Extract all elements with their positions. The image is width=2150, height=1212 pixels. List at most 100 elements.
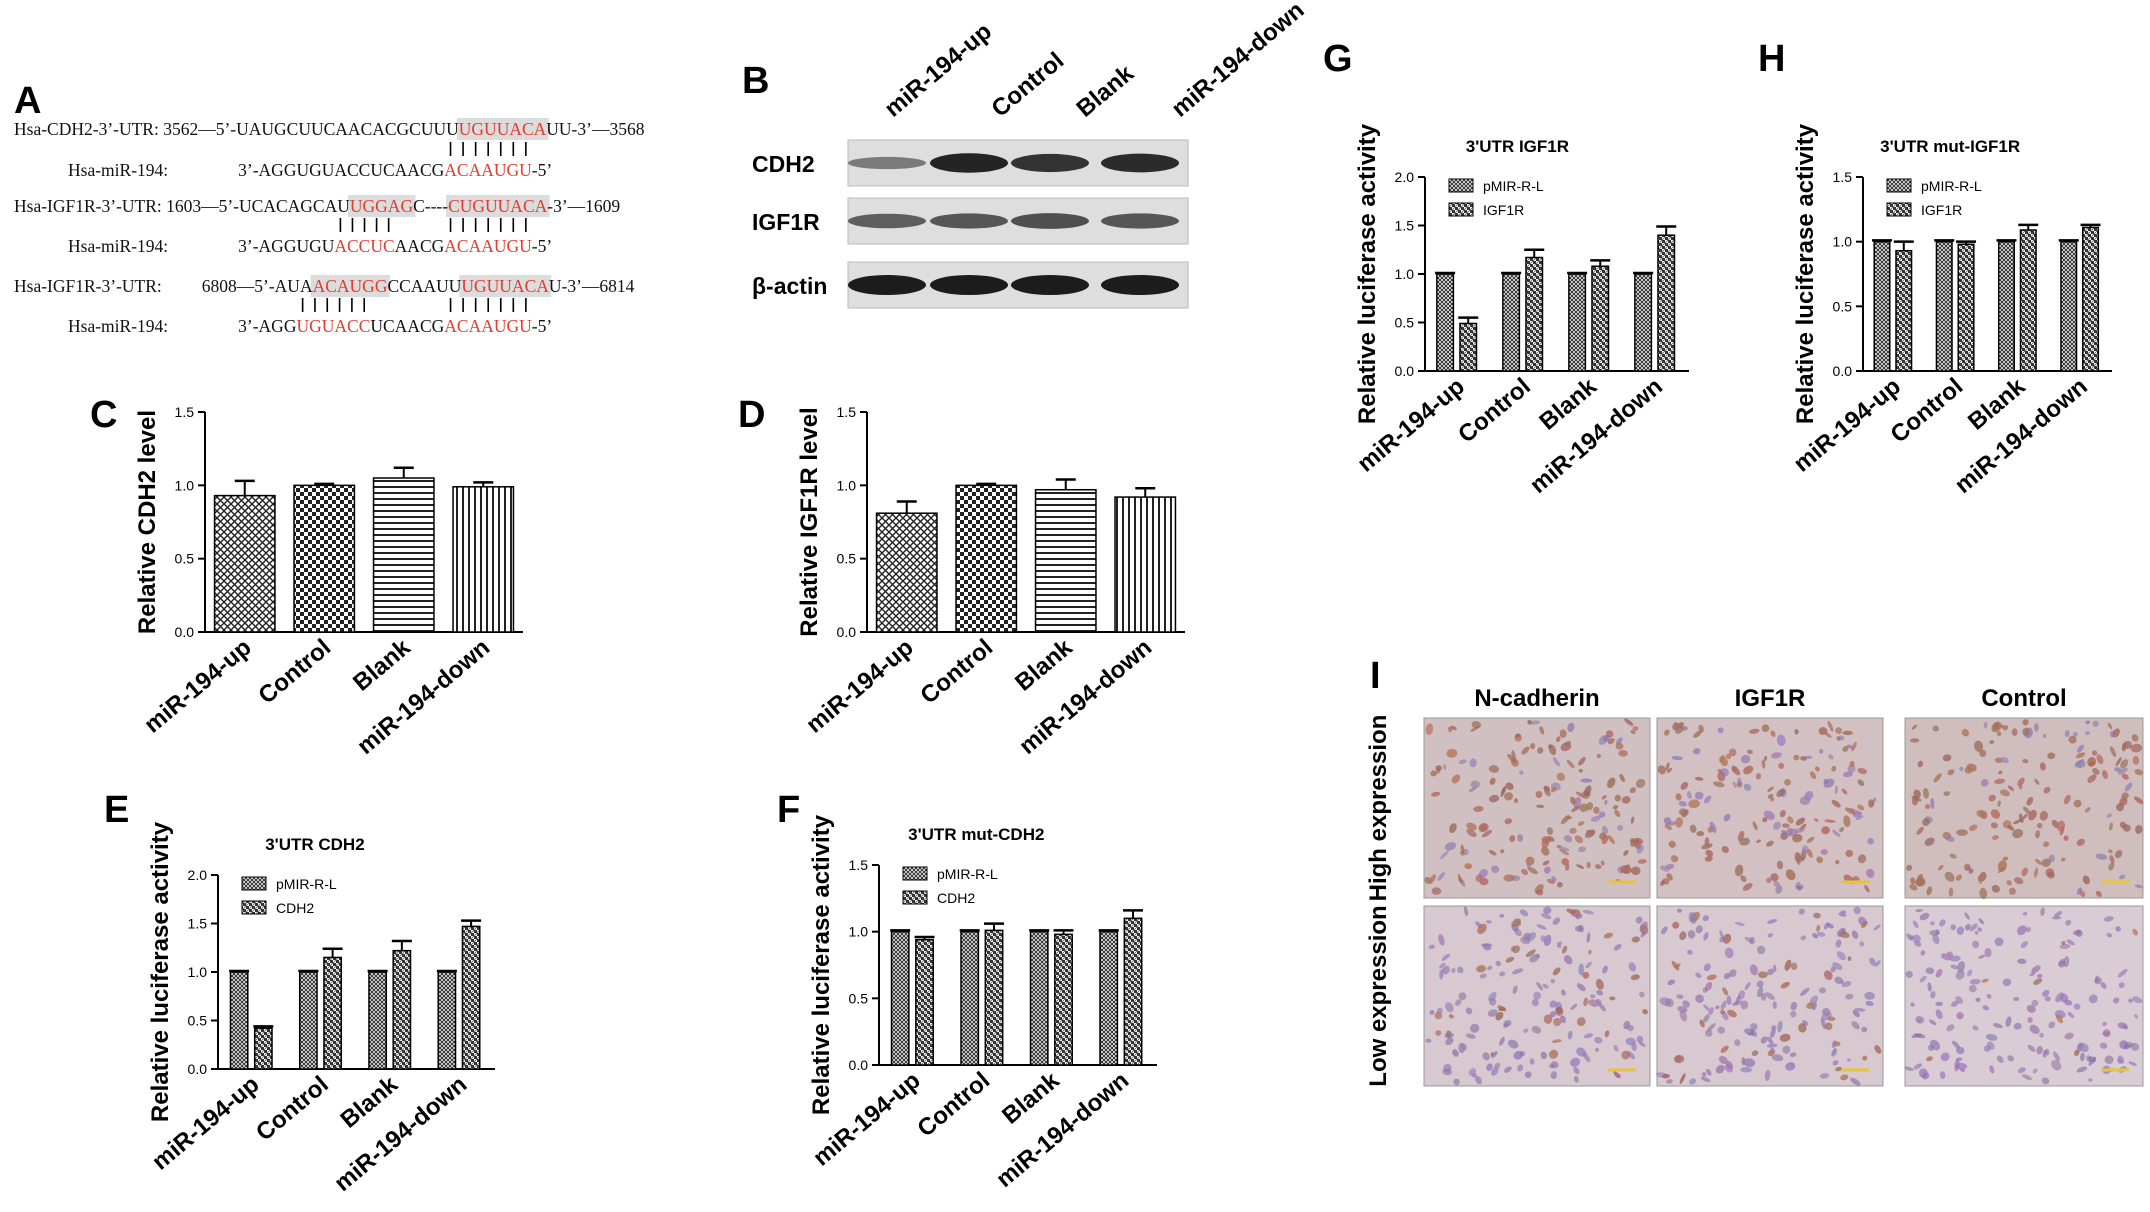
ihc-cell <box>1734 921 1745 926</box>
ihc-cell <box>2122 1024 2129 1030</box>
ihc-cell <box>1910 877 1916 885</box>
ihc-cell <box>1461 1043 1468 1051</box>
ihc-cell <box>1986 993 1992 999</box>
ihc-cell <box>1956 829 1968 836</box>
ihc-cell <box>1977 875 1982 884</box>
ihc-cell <box>1550 1061 1559 1069</box>
ihc-cell <box>1796 853 1802 865</box>
ihc-cell <box>1824 1022 1833 1031</box>
ihc-cell <box>1935 1001 1943 1007</box>
highlight-box <box>456 118 549 140</box>
ihc-cell <box>2115 926 2121 932</box>
ihc-cell <box>1485 920 1492 924</box>
ihc-cell <box>1771 1054 1784 1062</box>
ihc-column-label: Control <box>1981 685 2066 712</box>
bar-series-1 <box>368 971 388 1070</box>
ihc-cell <box>1504 818 1513 825</box>
panel-label-c: C <box>90 394 117 436</box>
ihc-cell <box>2064 730 2070 738</box>
ihc-cell <box>1553 1017 1562 1027</box>
ihc-cell <box>1563 835 1573 843</box>
ihc-cell <box>1864 991 1875 1000</box>
ihc-cell <box>1695 972 1702 979</box>
highlight-box <box>310 275 390 297</box>
sequence-segment: UU-3’—3568 <box>546 119 644 139</box>
ihc-cell <box>2048 1021 2056 1029</box>
bar-series-2 <box>461 925 481 1070</box>
ihc-cell <box>2026 796 2034 806</box>
ihc-cell <box>2134 1013 2139 1019</box>
ihc-cell <box>2029 972 2036 977</box>
ihc-cell <box>1675 722 1684 729</box>
ihc-cell <box>1555 1006 1564 1016</box>
ihc-cell <box>1744 837 1749 844</box>
ihc-cell <box>1700 1076 1711 1082</box>
ihc-cell <box>2067 1012 2075 1018</box>
ihc-cell <box>2118 982 2125 989</box>
ihc-cell <box>1766 840 1774 847</box>
ihc-cell <box>1975 997 1981 1003</box>
ihc-cell <box>1431 791 1441 797</box>
ihc-cell <box>1701 843 1713 850</box>
ihc-cell <box>1725 753 1732 760</box>
ihc-cell <box>1979 887 1988 900</box>
y-tick-label: 0.0 <box>175 624 195 640</box>
ihc-cell <box>1940 953 1952 961</box>
category-label: miR-194-down <box>352 634 495 760</box>
ihc-cell <box>1583 785 1592 797</box>
ihc-cell <box>1766 1043 1778 1048</box>
ihc-cell <box>1749 964 1758 976</box>
sequence-segment: CCAAUU <box>387 276 461 296</box>
ihc-cell <box>2073 1049 2080 1057</box>
bar-series-2 <box>1459 322 1478 372</box>
ihc-cell <box>1740 1067 1753 1073</box>
ihc-cell <box>1851 741 1857 752</box>
ihc-cell <box>1946 836 1955 842</box>
bar-series-1 <box>298 971 318 1070</box>
ihc-cell <box>2041 1077 2050 1085</box>
ihc-cell <box>1465 1007 1473 1015</box>
ihc-cell <box>1517 1064 1524 1072</box>
ihc-cell <box>1950 924 1957 931</box>
ihc-cell <box>1977 927 1982 932</box>
ihc-cell <box>1541 846 1550 856</box>
ihc-cell <box>1441 965 1450 975</box>
sequence-segment: AACG <box>395 236 445 256</box>
ihc-cell <box>1487 1009 1498 1017</box>
ihc-cell <box>1955 970 1965 980</box>
highlight-box <box>459 275 552 297</box>
y-tick-label: 1.0 <box>175 477 195 493</box>
ihc-cell <box>1540 935 1546 942</box>
ihc-cell <box>1488 992 1497 1002</box>
ihc-cell <box>1571 805 1580 813</box>
ihc-cell <box>1983 1044 1991 1052</box>
ihc-cell <box>1488 794 1500 803</box>
ihc-cell <box>2106 813 2112 818</box>
ihc-cell <box>1445 1037 1454 1046</box>
ihc-cell <box>1840 1074 1849 1081</box>
highlight-box <box>347 195 416 217</box>
ihc-cell <box>1757 986 1764 998</box>
ihc-cell <box>1846 744 1854 749</box>
ihc-cell <box>1720 1009 1726 1015</box>
ihc-cell <box>1802 845 1809 854</box>
ihc-cell <box>1726 995 1732 1006</box>
ihc-cell <box>2119 874 2126 880</box>
ihc-cell <box>1752 821 1758 831</box>
ihc-cell <box>1588 949 1592 955</box>
panel-a-sequence-alignment: Hsa-CDH2-3’-UTR: 3562—5’-UAUGCUUCAACACGC… <box>14 118 645 336</box>
category-label: Blank <box>1010 633 1078 696</box>
ihc-cell <box>1437 872 1446 881</box>
ihc-cell <box>1604 1030 1610 1038</box>
ihc-cell <box>1776 860 1784 870</box>
ihc-cell <box>1540 1051 1548 1060</box>
ihc-cell <box>1681 809 1689 818</box>
ihc-cell <box>1699 1019 1705 1028</box>
bar <box>452 486 515 633</box>
panel-label-h: H <box>1758 38 1785 80</box>
ihc-cell <box>1444 1032 1454 1039</box>
seed-sequence: UGUUACA <box>459 119 547 139</box>
ihc-cell <box>1694 776 1704 781</box>
ihc-cell <box>1558 846 1570 852</box>
ihc-cell <box>1762 817 1768 823</box>
